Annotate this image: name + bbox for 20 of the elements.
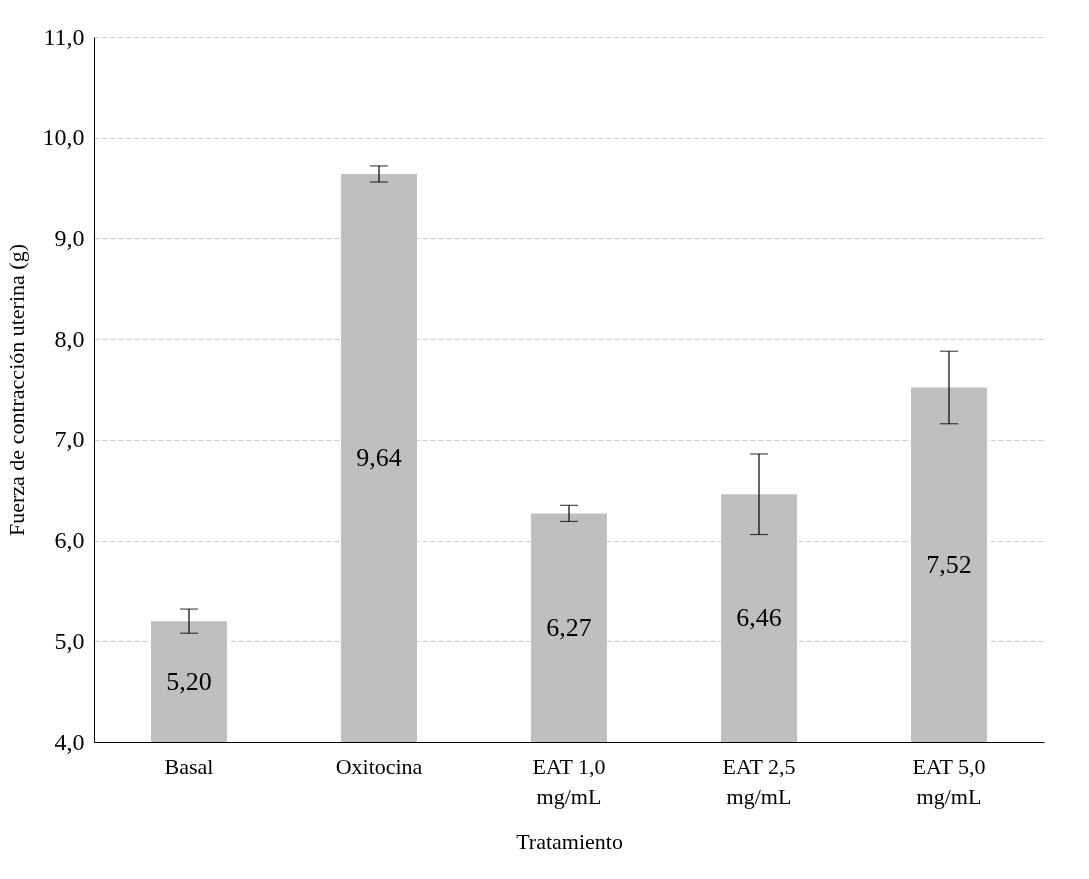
data-label: 6,46 (736, 603, 782, 633)
y-tick-label: 6,0 (54, 527, 85, 554)
x-tick-label: Oxitocina (335, 753, 423, 779)
y-tick-label: 10,0 (42, 124, 85, 151)
data-label: 9,64 (356, 442, 402, 472)
y-tick-label: 11,0 (43, 23, 85, 50)
y-tick-label: 7,0 (54, 426, 85, 453)
x-tick-label: EAT 2,5 mg/mL (722, 753, 796, 809)
x-axis-title: Tratamiento (516, 828, 623, 854)
data-label: 5,20 (166, 666, 212, 696)
data-label: 6,27 (546, 612, 592, 642)
x-tick-label: Basal (164, 753, 214, 779)
y-tick-label: 8,0 (54, 325, 85, 352)
y-tick-label: 4,0 (54, 728, 85, 755)
y-tick-label: 5,0 (54, 627, 85, 654)
y-tick-label: 9,0 (54, 224, 85, 251)
x-tick-label: EAT 1,0 mg/mL (532, 753, 606, 809)
x-tick-label: EAT 5,0 mg/mL (912, 753, 986, 809)
y-axis-title: Fuerza de contracción uterina (g) (3, 244, 29, 536)
data-label: 7,52 (926, 549, 972, 579)
